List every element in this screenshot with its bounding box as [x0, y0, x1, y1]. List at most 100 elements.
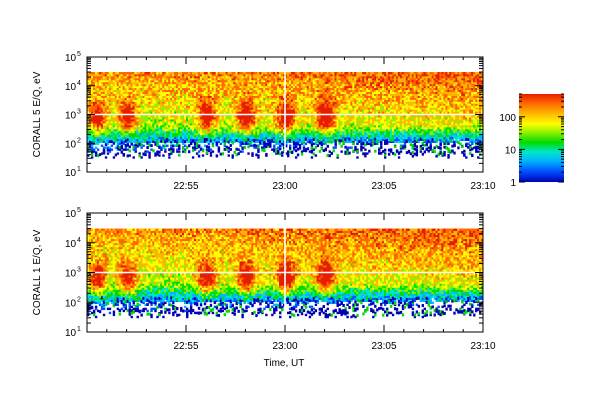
heatmap-cell	[152, 83, 155, 87]
heatmap-cell	[166, 107, 169, 110]
heatmap-cell	[172, 75, 175, 79]
heatmap-cell	[92, 121, 96, 124]
heatmap-cell	[203, 119, 207, 122]
heatmap-cell	[102, 83, 106, 87]
heatmap-cell	[120, 95, 124, 98]
heatmap-cell	[104, 83, 108, 87]
heatmap-cell	[110, 97, 114, 100]
heatmap-cell	[96, 109, 100, 112]
heatmap-cell	[136, 141, 139, 145]
heatmap-cell	[102, 128, 106, 132]
heatmap-cell	[92, 124, 96, 128]
heatmap-cell	[134, 123, 137, 126]
heatmap-cell	[87, 79, 90, 83]
heatmap-cell	[132, 95, 135, 98]
heatmap-cell	[148, 77, 151, 81]
heatmap-cell	[102, 109, 106, 112]
heatmap-cell	[176, 123, 179, 126]
heatmap-cell	[172, 136, 175, 140]
heatmap-cell	[182, 95, 185, 98]
heatmap-cell	[128, 73, 131, 77]
heatmap-cell	[201, 95, 205, 98]
heatmap-cell	[316, 144, 320, 148]
heatmap-cell	[138, 93, 141, 96]
heatmap-cell	[195, 121, 199, 124]
heatmap-cell	[178, 140, 181, 143]
heatmap-cell	[90, 115, 94, 118]
heatmap-cell	[102, 132, 106, 136]
heatmap-cell	[102, 140, 106, 143]
heatmap-cell	[106, 152, 110, 155]
heatmap-cell	[158, 83, 161, 87]
heatmap-cell	[122, 79, 126, 83]
heatmap-cell	[138, 154, 141, 158]
heatmap-cell	[180, 121, 183, 124]
heatmap-cell	[104, 105, 108, 108]
heatmap-cell	[122, 142, 126, 145]
heatmap-cell	[106, 107, 110, 110]
heatmap-cell	[168, 81, 171, 85]
heatmap-cell	[134, 148, 137, 151]
heatmap-cell	[158, 132, 161, 136]
heatmap-cell	[100, 107, 104, 110]
heatmap-cell	[176, 75, 179, 79]
heatmap-cell	[158, 119, 161, 122]
heatmap-cell	[197, 123, 201, 126]
heatmap-cell	[146, 103, 149, 106]
heatmap-cell	[116, 136, 120, 140]
heatmap-cell	[217, 146, 221, 150]
heatmap-cell	[176, 134, 179, 138]
heatmap-cell	[168, 103, 171, 106]
heatmap-cell	[104, 77, 108, 81]
heatmap-cell	[100, 85, 104, 89]
heatmap-cell	[90, 72, 94, 75]
heatmap-cell	[209, 95, 213, 98]
heatmap-cell	[100, 111, 104, 114]
heatmap-cell	[88, 121, 92, 124]
heatmap-cell	[122, 134, 126, 138]
heatmap-cell	[100, 87, 104, 91]
heatmap-cell	[140, 109, 143, 112]
heatmap-cell	[90, 123, 94, 126]
heatmap-cell	[152, 85, 155, 89]
heatmap-cell	[87, 138, 90, 142]
heatmap-cell	[176, 73, 179, 77]
heatmap-cell	[106, 128, 110, 132]
heatmap-cell	[94, 81, 98, 85]
heatmap-cell	[88, 72, 92, 75]
heatmap-cell	[178, 107, 181, 110]
heatmap-cell	[87, 132, 90, 136]
heatmap-cell	[193, 87, 197, 91]
heatmap-cell	[116, 97, 120, 100]
heatmap-cell	[170, 134, 173, 138]
heatmap-cell	[152, 95, 155, 98]
heatmap-cell	[126, 134, 129, 138]
heatmap-cell	[186, 115, 189, 118]
heatmap-cell	[186, 79, 189, 83]
heatmap-cell	[176, 150, 179, 153]
heatmap-cell	[96, 85, 100, 89]
heatmap-cell	[184, 126, 187, 130]
heatmap-cell	[98, 130, 102, 134]
heatmap-cell	[207, 115, 211, 118]
heatmap-cell	[162, 134, 165, 138]
heatmap-cell	[144, 107, 147, 110]
heatmap-cell	[168, 128, 171, 132]
heatmap-cell	[104, 91, 108, 94]
heatmap-cell	[195, 72, 199, 75]
heatmap-cell	[92, 117, 96, 120]
heatmap-cell	[98, 99, 102, 102]
heatmap-cell	[201, 109, 205, 112]
heatmap-cell	[92, 93, 96, 96]
heatmap-cell	[142, 91, 145, 94]
heatmap-cell	[201, 75, 205, 79]
heatmap-cell	[176, 121, 179, 124]
heatmap-cell	[94, 134, 98, 138]
heatmap-cell	[144, 81, 147, 85]
heatmap-cell	[164, 115, 167, 118]
heatmap-cell	[166, 99, 169, 102]
heatmap-cell	[132, 126, 135, 130]
heatmap-cell	[130, 89, 133, 93]
heatmap-cell	[176, 109, 179, 112]
heatmap-cell	[146, 132, 149, 136]
